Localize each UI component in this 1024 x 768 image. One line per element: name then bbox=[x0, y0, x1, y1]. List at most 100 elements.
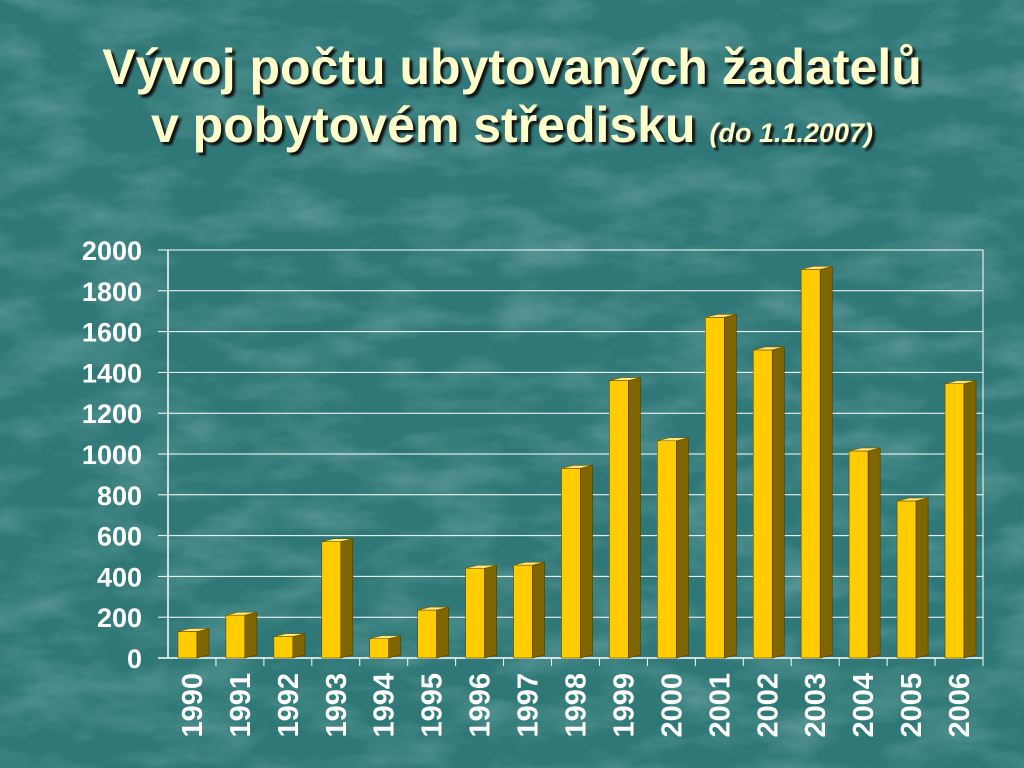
bar-2005 bbox=[896, 497, 929, 659]
bar-front bbox=[225, 614, 246, 659]
bar-front bbox=[417, 609, 437, 659]
bar-2003 bbox=[800, 265, 833, 659]
bar-top bbox=[561, 464, 593, 469]
bar-top bbox=[849, 447, 881, 452]
y-tick-label: 600 bbox=[97, 522, 142, 552]
bar-1990 bbox=[177, 628, 210, 659]
x-tick-label-1997: 1997 bbox=[513, 673, 545, 738]
bar-front bbox=[561, 467, 581, 659]
bar-top bbox=[321, 538, 353, 543]
title-line-2-text: v pobytovém středisku bbox=[150, 97, 696, 153]
bar-front bbox=[848, 450, 869, 659]
bar-top bbox=[417, 606, 449, 611]
x-tick-label-2003: 2003 bbox=[800, 673, 832, 738]
bar-2001 bbox=[705, 313, 737, 659]
title-date-note: (do 1.1.2007) bbox=[709, 118, 874, 148]
bar-side bbox=[388, 635, 402, 659]
bar-side bbox=[580, 464, 593, 659]
bar-2004 bbox=[848, 447, 881, 659]
bar-top bbox=[944, 380, 977, 384]
bar-front bbox=[705, 317, 725, 659]
bar-side bbox=[292, 633, 306, 659]
bar-1994 bbox=[369, 635, 402, 659]
y-tick-label: 0 bbox=[127, 644, 142, 674]
x-tick-label-2000: 2000 bbox=[656, 673, 688, 738]
y-tick-label: 800 bbox=[97, 481, 142, 511]
y-tick-label: 200 bbox=[97, 603, 142, 633]
bar-front bbox=[657, 440, 677, 659]
x-tick-label-2001: 2001 bbox=[704, 673, 736, 738]
y-tick-label: 1200 bbox=[82, 399, 142, 429]
bar-top bbox=[369, 635, 401, 639]
x-tick-label-1993: 1993 bbox=[321, 673, 353, 738]
bar-top bbox=[897, 497, 929, 502]
y-tick-label: 1600 bbox=[82, 318, 142, 348]
bar-front bbox=[465, 567, 485, 659]
bar-1995 bbox=[417, 606, 449, 659]
x-tick-label-1992: 1992 bbox=[273, 673, 305, 738]
x-tick-label-2005: 2005 bbox=[896, 673, 928, 738]
slide-title: Vývoj počtu ubytovaných žadatelů v pobyt… bbox=[0, 38, 1024, 162]
bar-2000 bbox=[657, 437, 689, 659]
bar-side bbox=[771, 346, 785, 659]
x-tick-label-1991: 1991 bbox=[225, 673, 257, 738]
bar-side bbox=[340, 538, 354, 659]
bar-side bbox=[436, 606, 449, 659]
bar-front bbox=[609, 380, 629, 659]
bar-side bbox=[724, 313, 737, 659]
bar-front bbox=[944, 383, 965, 659]
bar-1992 bbox=[273, 633, 306, 659]
bar-top bbox=[225, 611, 257, 616]
y-tick-label: 2000 bbox=[82, 236, 142, 266]
bar-1998 bbox=[561, 464, 593, 659]
bar-top bbox=[657, 437, 689, 442]
x-tick-label-1990: 1990 bbox=[177, 673, 209, 738]
title-line-2: v pobytovém středisku (do 1.1.2007) bbox=[0, 96, 1024, 162]
x-tick-label-1995: 1995 bbox=[417, 673, 449, 738]
bar-side bbox=[628, 377, 641, 659]
bar-top bbox=[465, 564, 497, 569]
bar-front bbox=[513, 564, 533, 659]
x-tick-label-2004: 2004 bbox=[848, 673, 880, 738]
bar-front bbox=[752, 349, 773, 659]
bar-side bbox=[196, 628, 210, 659]
bar-top bbox=[273, 633, 305, 637]
bar-side bbox=[676, 437, 689, 659]
x-tick-label-1996: 1996 bbox=[465, 673, 497, 738]
bar-front bbox=[273, 636, 294, 659]
title-line-1: Vývoj počtu ubytovaných žadatelů bbox=[102, 39, 922, 95]
bar-front bbox=[896, 500, 917, 659]
x-tick-label-2002: 2002 bbox=[752, 673, 784, 738]
bar-top bbox=[177, 628, 210, 632]
bar-top bbox=[753, 346, 785, 351]
bar-2006 bbox=[944, 380, 977, 659]
bar-1999 bbox=[609, 377, 641, 659]
bar-top bbox=[801, 266, 833, 270]
bar-top bbox=[609, 377, 641, 381]
y-tick-label: 1400 bbox=[82, 358, 142, 388]
x-tick-label-1998: 1998 bbox=[561, 673, 593, 738]
bar-side bbox=[484, 564, 497, 659]
y-tick-label: 1800 bbox=[82, 277, 142, 307]
bar-front bbox=[800, 269, 821, 659]
bar-front bbox=[321, 541, 342, 659]
x-tick-label-1994: 1994 bbox=[369, 673, 401, 738]
bar-1997 bbox=[513, 561, 545, 659]
x-tick-label-2006: 2006 bbox=[944, 673, 976, 738]
bar-top bbox=[705, 314, 737, 318]
y-tick-label: 1000 bbox=[82, 440, 142, 470]
bar-1996 bbox=[465, 564, 497, 659]
bar-front bbox=[177, 631, 198, 659]
bar-1993 bbox=[321, 538, 354, 659]
bar-top bbox=[513, 561, 545, 566]
y-tick-label: 400 bbox=[97, 562, 142, 592]
bar-side bbox=[532, 561, 545, 659]
bar-side bbox=[867, 447, 881, 659]
bar-side bbox=[963, 380, 977, 659]
bar-2002 bbox=[752, 346, 785, 659]
x-tick-label-1999: 1999 bbox=[608, 673, 640, 738]
bar-side bbox=[819, 265, 833, 659]
bar-front bbox=[369, 638, 390, 659]
